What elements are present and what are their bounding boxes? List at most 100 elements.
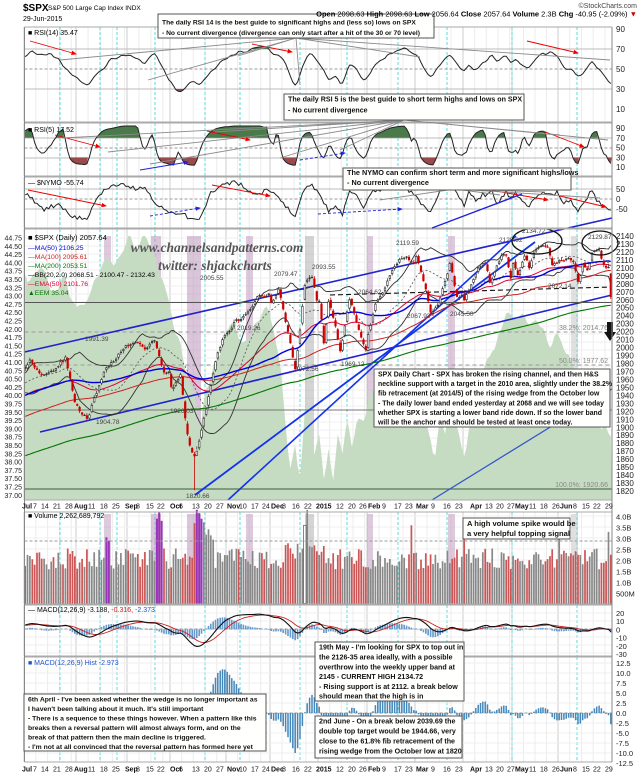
svg-text:Nov: Nov	[227, 767, 240, 774]
svg-text:10: 10	[239, 767, 247, 774]
svg-text:-5.0: -5.0	[616, 729, 629, 738]
svg-text:30: 30	[616, 153, 625, 162]
svg-text:- The daily lower band ended y: - The daily lower band ended yesterday a…	[378, 400, 604, 407]
svg-text:break of that pattern then the: break of that pattern then the main decl…	[28, 734, 206, 741]
svg-text:1870: 1870	[616, 447, 634, 456]
svg-text:13: 13	[485, 504, 493, 511]
svg-text:43.25: 43.25	[4, 285, 22, 292]
svg-text:whether SPX is starting a lowe: whether SPX is starting a lower band rid…	[377, 410, 602, 417]
svg-text:22: 22	[157, 767, 165, 774]
svg-text:100.0%: 1920.66: 100.0%: 1920.66	[555, 482, 608, 489]
svg-text:1990: 1990	[616, 352, 634, 361]
svg-text:8: 8	[136, 504, 140, 511]
svg-text:20: 20	[204, 767, 212, 774]
svg-text:2015: 2015	[316, 504, 332, 511]
svg-text:- No current divergence: - No current divergence	[288, 107, 368, 115]
svg-text:- No current divergence: - No current divergence	[347, 178, 429, 187]
svg-text:The daily RSI 14 is the best g: The daily RSI 14 is the best guide to si…	[162, 19, 416, 26]
svg-text:Dec: Dec	[271, 767, 284, 774]
svg-text:■ RSI(14) 35.47: ■ RSI(14) 35.47	[28, 30, 78, 37]
svg-text:■ Volume 2,262,689,792: ■ Volume 2,262,689,792	[28, 513, 104, 520]
svg-text:43.75: 43.75	[4, 269, 22, 276]
svg-text:2129.87: 2129.87	[588, 234, 612, 241]
svg-text:11: 11	[529, 504, 536, 511]
svg-text:13: 13	[192, 504, 200, 511]
svg-text:17: 17	[251, 504, 259, 511]
svg-text:— MACD(12,26,9) -3.188, -0.316: — MACD(12,26,9) -3.188, -0.316, -2.373	[28, 607, 155, 614]
svg-text:2134.72: 2134.72	[522, 228, 546, 235]
svg-text:43.00: 43.00	[4, 294, 22, 301]
svg-text:20: 20	[348, 504, 356, 511]
svg-text:8: 8	[282, 767, 286, 774]
svg-text:44.50: 44.50	[4, 244, 22, 251]
svg-text:Oct: Oct	[170, 767, 182, 774]
svg-text:18: 18	[540, 504, 548, 511]
svg-text:-10: -10	[616, 634, 627, 643]
svg-text:42.50: 42.50	[4, 310, 22, 317]
svg-text:16: 16	[292, 767, 300, 774]
svg-text:3.5B: 3.5B	[616, 524, 631, 533]
svg-text:breaks then a reversal pattern: breaks then a reversal pattern will almo…	[28, 725, 241, 732]
svg-text:27: 27	[507, 504, 515, 511]
svg-text:20: 20	[348, 767, 356, 774]
svg-text:15: 15	[146, 504, 154, 511]
svg-text:37.25: 37.25	[4, 485, 22, 492]
svg-text:42.25: 42.25	[4, 319, 22, 326]
svg-text:10: 10	[616, 617, 624, 626]
svg-text:double top target would be 194: double top target would be 1944.66, very	[319, 728, 456, 736]
svg-text:—MA(100) 2095.61: —MA(100) 2095.61	[28, 254, 88, 261]
svg-text:A high volume spike would be: A high volume spike would be	[467, 519, 576, 528]
svg-text:-50: -50	[616, 205, 628, 214]
svg-text:27: 27	[216, 767, 224, 774]
svg-text:14: 14	[41, 767, 49, 774]
svg-text:2019.26: 2019.26	[237, 325, 261, 332]
svg-text:2.5B: 2.5B	[616, 546, 631, 555]
svg-text:2090: 2090	[616, 272, 634, 281]
svg-text:overthrow into the weekly uppe: overthrow into the weekly upper band at	[319, 663, 456, 671]
svg-text:Jun: Jun	[560, 504, 572, 511]
svg-text:1.5B: 1.5B	[616, 568, 631, 577]
svg-text:0.0: 0.0	[616, 709, 626, 718]
svg-text:Sep: Sep	[125, 767, 138, 774]
svg-text:2040: 2040	[616, 312, 634, 321]
svg-text:20: 20	[616, 609, 624, 618]
svg-text:1900: 1900	[616, 423, 634, 432]
svg-text:Sep: Sep	[125, 504, 138, 511]
svg-text:10: 10	[616, 105, 625, 114]
svg-text:1880: 1880	[616, 439, 634, 448]
svg-text:2100: 2100	[616, 264, 634, 273]
svg-text:44.75: 44.75	[4, 236, 22, 243]
svg-text:Aug: Aug	[74, 504, 88, 511]
svg-text:20: 20	[496, 504, 504, 511]
svg-text:$SPX: $SPX	[23, 3, 49, 14]
svg-text:6: 6	[179, 767, 183, 774]
svg-text:11: 11	[88, 767, 95, 774]
svg-text:2005.55: 2005.55	[200, 275, 224, 282]
svg-text:0: 0	[616, 625, 620, 634]
svg-text:1904.78: 1904.78	[96, 419, 120, 426]
svg-text:29: 29	[605, 504, 613, 511]
svg-text:rising wedge from the October: rising wedge from the October low at 182…	[319, 748, 462, 756]
svg-text:1969.12: 1969.12	[341, 361, 365, 368]
svg-text:Jun: Jun	[560, 767, 572, 774]
svg-text:Jul: Jul	[22, 504, 32, 511]
svg-text:13: 13	[485, 767, 493, 774]
svg-text:Apr: Apr	[470, 767, 482, 774]
svg-text:Open 2098.63 High 2098.63 Low: Open 2098.63 High 2098.63 Low 2056.64 Cl…	[316, 10, 637, 19]
svg-text:11: 11	[529, 767, 536, 774]
svg-text:28: 28	[65, 767, 73, 774]
svg-text:■ $SPX (Daily) 2057.64: ■ $SPX (Daily) 2057.64	[28, 233, 107, 242]
svg-text:2030: 2030	[616, 320, 634, 329]
svg-text:neckline support with a target: neckline support with a target in the 20…	[378, 381, 612, 388]
svg-text:39.25: 39.25	[4, 418, 22, 425]
svg-text:26: 26	[552, 504, 560, 511]
svg-text:25: 25	[112, 767, 120, 774]
svg-text:Feb: Feb	[368, 767, 380, 774]
svg-text:- No current divergence (diver: - No current divergence (divergence can …	[162, 30, 420, 37]
svg-text:1920: 1920	[616, 407, 634, 416]
svg-text:the 2126-35 area ideally, with: the 2126-35 area ideally, with a possibl…	[319, 654, 453, 662]
svg-text:12.5: 12.5	[616, 659, 631, 668]
svg-text:16: 16	[443, 504, 451, 511]
svg-text:13: 13	[192, 767, 200, 774]
svg-text:10: 10	[239, 504, 247, 511]
